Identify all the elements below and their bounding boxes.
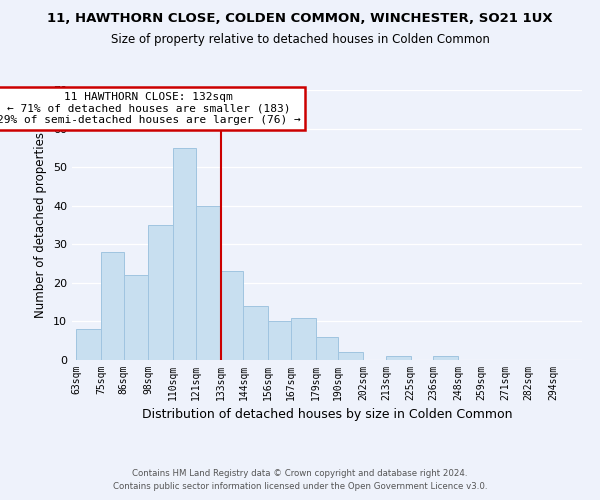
Bar (244, 306, 268, 360)
Text: Size of property relative to detached houses in Colden Common: Size of property relative to detached ho… (110, 32, 490, 46)
Bar (433, 356, 458, 360)
Bar (268, 322, 291, 360)
Bar (173, 148, 196, 360)
Bar (291, 318, 316, 360)
Text: Contains public sector information licensed under the Open Government Licence v3: Contains public sector information licen… (113, 482, 487, 491)
Bar (316, 337, 338, 360)
Bar (148, 225, 173, 360)
Bar (221, 272, 244, 360)
Bar (101, 252, 124, 360)
Bar (196, 206, 221, 360)
Bar (124, 275, 148, 360)
Bar (338, 352, 363, 360)
Text: 11 HAWTHORN CLOSE: 132sqm
← 71% of detached houses are smaller (183)
29% of semi: 11 HAWTHORN CLOSE: 132sqm ← 71% of detac… (0, 92, 300, 125)
Text: Contains HM Land Registry data © Crown copyright and database right 2024.: Contains HM Land Registry data © Crown c… (132, 468, 468, 477)
Bar (386, 356, 410, 360)
Y-axis label: Number of detached properties: Number of detached properties (34, 132, 47, 318)
Text: 11, HAWTHORN CLOSE, COLDEN COMMON, WINCHESTER, SO21 1UX: 11, HAWTHORN CLOSE, COLDEN COMMON, WINCH… (47, 12, 553, 26)
Bar (76, 329, 101, 360)
X-axis label: Distribution of detached houses by size in Colden Common: Distribution of detached houses by size … (142, 408, 512, 422)
